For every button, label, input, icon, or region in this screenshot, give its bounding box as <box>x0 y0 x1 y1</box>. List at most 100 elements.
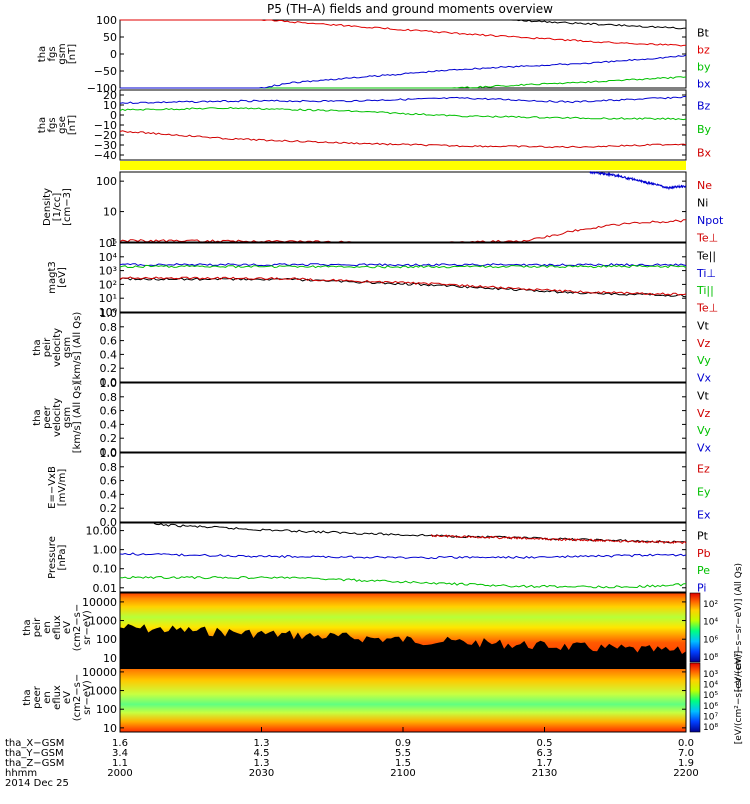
series-line-ne <box>119 219 687 243</box>
legend-ni: Ni <box>697 196 708 209</box>
y-tick-label: 10⁰ <box>99 306 118 319</box>
y-axis-label-peir: peir <box>42 337 53 357</box>
y-tick-label: 0.4 <box>100 418 118 431</box>
y-axis-label-tha: tha <box>32 409 43 425</box>
legend-ti: Ti⊥ <box>696 267 716 280</box>
y-axis-label-cm-3: [cm−3] <box>62 188 73 226</box>
y-tick-label: 1.0 <box>100 377 118 390</box>
panel-8: 10000 1000 100 10 tha peir en eflux eV (cm2−s− sr−… <box>22 563 744 692</box>
x-axis-labels: tha_X−GSM 1.6 1.3 0.9 0.5 0.0 tha_Y−GSM 3.4 4.5 5… <box>5 727 699 789</box>
colorbar-tick-label: 10⁴ <box>703 618 718 628</box>
heatmap-top-strip <box>120 663 686 669</box>
x-tick-label: 0.9 <box>395 738 411 749</box>
colorbar-label: [eV/(cm²−s−sr−eV)] <box>734 651 744 745</box>
x-tick-label: 2030 <box>249 768 274 779</box>
y-axis-label-1-cc: [1/cc] <box>52 193 63 222</box>
legend-pi: Pi <box>697 581 706 594</box>
y-axis-label-velocity: velocity <box>52 328 63 367</box>
y-tick-label: 20 <box>103 89 117 102</box>
y-tick-label: 10000 <box>82 666 117 679</box>
y-axis-label-tha: tha <box>32 339 43 355</box>
y-axis-label-gsm: gsm <box>62 407 73 428</box>
y-tick-label: 10 <box>103 652 117 665</box>
legend-by: by <box>697 61 711 74</box>
y-tick-label: 0.10 <box>93 563 118 576</box>
y-axis-label-ev: eV <box>62 621 73 634</box>
x-tick-label: 2130 <box>532 768 557 779</box>
x-tick-label: 1.3 <box>254 738 270 749</box>
x-tick-label: 5.5 <box>395 748 411 759</box>
y-axis-label-eflux: eflux <box>52 685 63 710</box>
y-axis-label-peer: peer <box>32 685 43 709</box>
series-line-bx <box>119 130 687 149</box>
legend-vx: Vx <box>697 371 712 384</box>
y-tick-label: 100 <box>96 633 117 646</box>
y-tick-label: 0 <box>110 109 117 122</box>
y-axis-label-tha: tha <box>37 117 48 133</box>
y-tick-label: −50 <box>94 65 117 78</box>
legend-npot: Npot <box>697 214 724 227</box>
y-tick-label: −10 <box>94 119 117 132</box>
y-axis-label-nt: [nT] <box>67 44 78 64</box>
y-tick-label: 0.8 <box>100 461 118 474</box>
panel-7: 10.00 1.00 0.10 0.01 Pressure [nPa] Pt Pb Pe Pi <box>47 522 711 595</box>
series-line-pb <box>430 534 687 544</box>
y-tick-label: 100 <box>96 175 117 188</box>
x-tick-label: 1.3 <box>254 758 270 769</box>
plot-title: P5 (TH–A) fields and ground moments over… <box>267 2 553 16</box>
legend-bx: Bx <box>697 146 712 159</box>
panel-frame <box>119 242 687 313</box>
colorbar-tick-label: 10³ <box>703 670 718 680</box>
legend-bz: Bz <box>697 100 711 113</box>
colorbar-tick-label: 10⁴ <box>703 681 718 691</box>
panel-9: 10000 1000 100 10 tha peer en eflux eV (cm2−s− sr−… <box>22 651 744 745</box>
legend-ez: Ez <box>697 463 710 476</box>
series-line-npot <box>589 170 687 191</box>
y-tick-label: 100 <box>96 14 117 27</box>
y-tick-label: 50 <box>103 31 117 44</box>
x-tick-label: 2100 <box>390 768 415 779</box>
y-axis-label-fgs: fgs <box>47 117 58 132</box>
x-row-label-hhmm: hhmm <box>5 768 37 779</box>
panel-frame <box>119 522 687 593</box>
colorbar-tick-label: 10⁸ <box>703 723 718 733</box>
y-tick-label: 0 <box>110 48 117 61</box>
panel-frame <box>119 452 687 523</box>
y-tick-label: 1.0 <box>100 447 118 460</box>
y-axis-label-density: Density <box>42 188 53 226</box>
legend-vy: Vy <box>697 354 711 367</box>
y-tick-label: 0.4 <box>100 348 118 361</box>
legend-vz: Vz <box>697 407 711 420</box>
x-tick-label: 2200 <box>673 768 698 779</box>
y-tick-label: 0.6 <box>100 405 118 418</box>
x-tick-label: 0.5 <box>537 738 553 749</box>
legend-ex: Ex <box>697 509 711 522</box>
y-tick-label: 10 <box>103 206 117 219</box>
mode-bar <box>120 161 686 170</box>
y-tick-label: 10² <box>99 278 117 291</box>
legend-vz: Vz <box>697 337 711 350</box>
y-axis-label-km-s-all-qs: [km/s] (All Qs) <box>72 312 83 384</box>
colorbar-tick-label: 10² <box>703 600 718 610</box>
panel-frame <box>119 592 687 663</box>
y-tick-label: 0.2 <box>100 502 118 515</box>
y-tick-label: −20 <box>94 129 117 142</box>
panel-0: 100 50 0 −50 −100 tha fgs gsm [nT] Bt bz by bx <box>37 14 711 95</box>
y-tick-label: 1000 <box>89 615 117 628</box>
series-line-by <box>120 76 687 89</box>
series-line-te <box>119 276 687 296</box>
y-tick-label: 0.01 <box>93 582 118 595</box>
heatmap-fill <box>120 663 686 732</box>
y-axis-label-fgs: fgs <box>47 46 58 61</box>
legend-te: Te⊥ <box>696 231 718 244</box>
y-tick-label: 10⁴ <box>99 251 118 264</box>
y-tick-label: 0.0 <box>100 376 118 389</box>
y-tick-label: 0.8 <box>100 391 118 404</box>
x-tick-label: 2000 <box>107 768 132 779</box>
y-axis-label-cm2-s: (cm2−s− <box>72 674 83 721</box>
